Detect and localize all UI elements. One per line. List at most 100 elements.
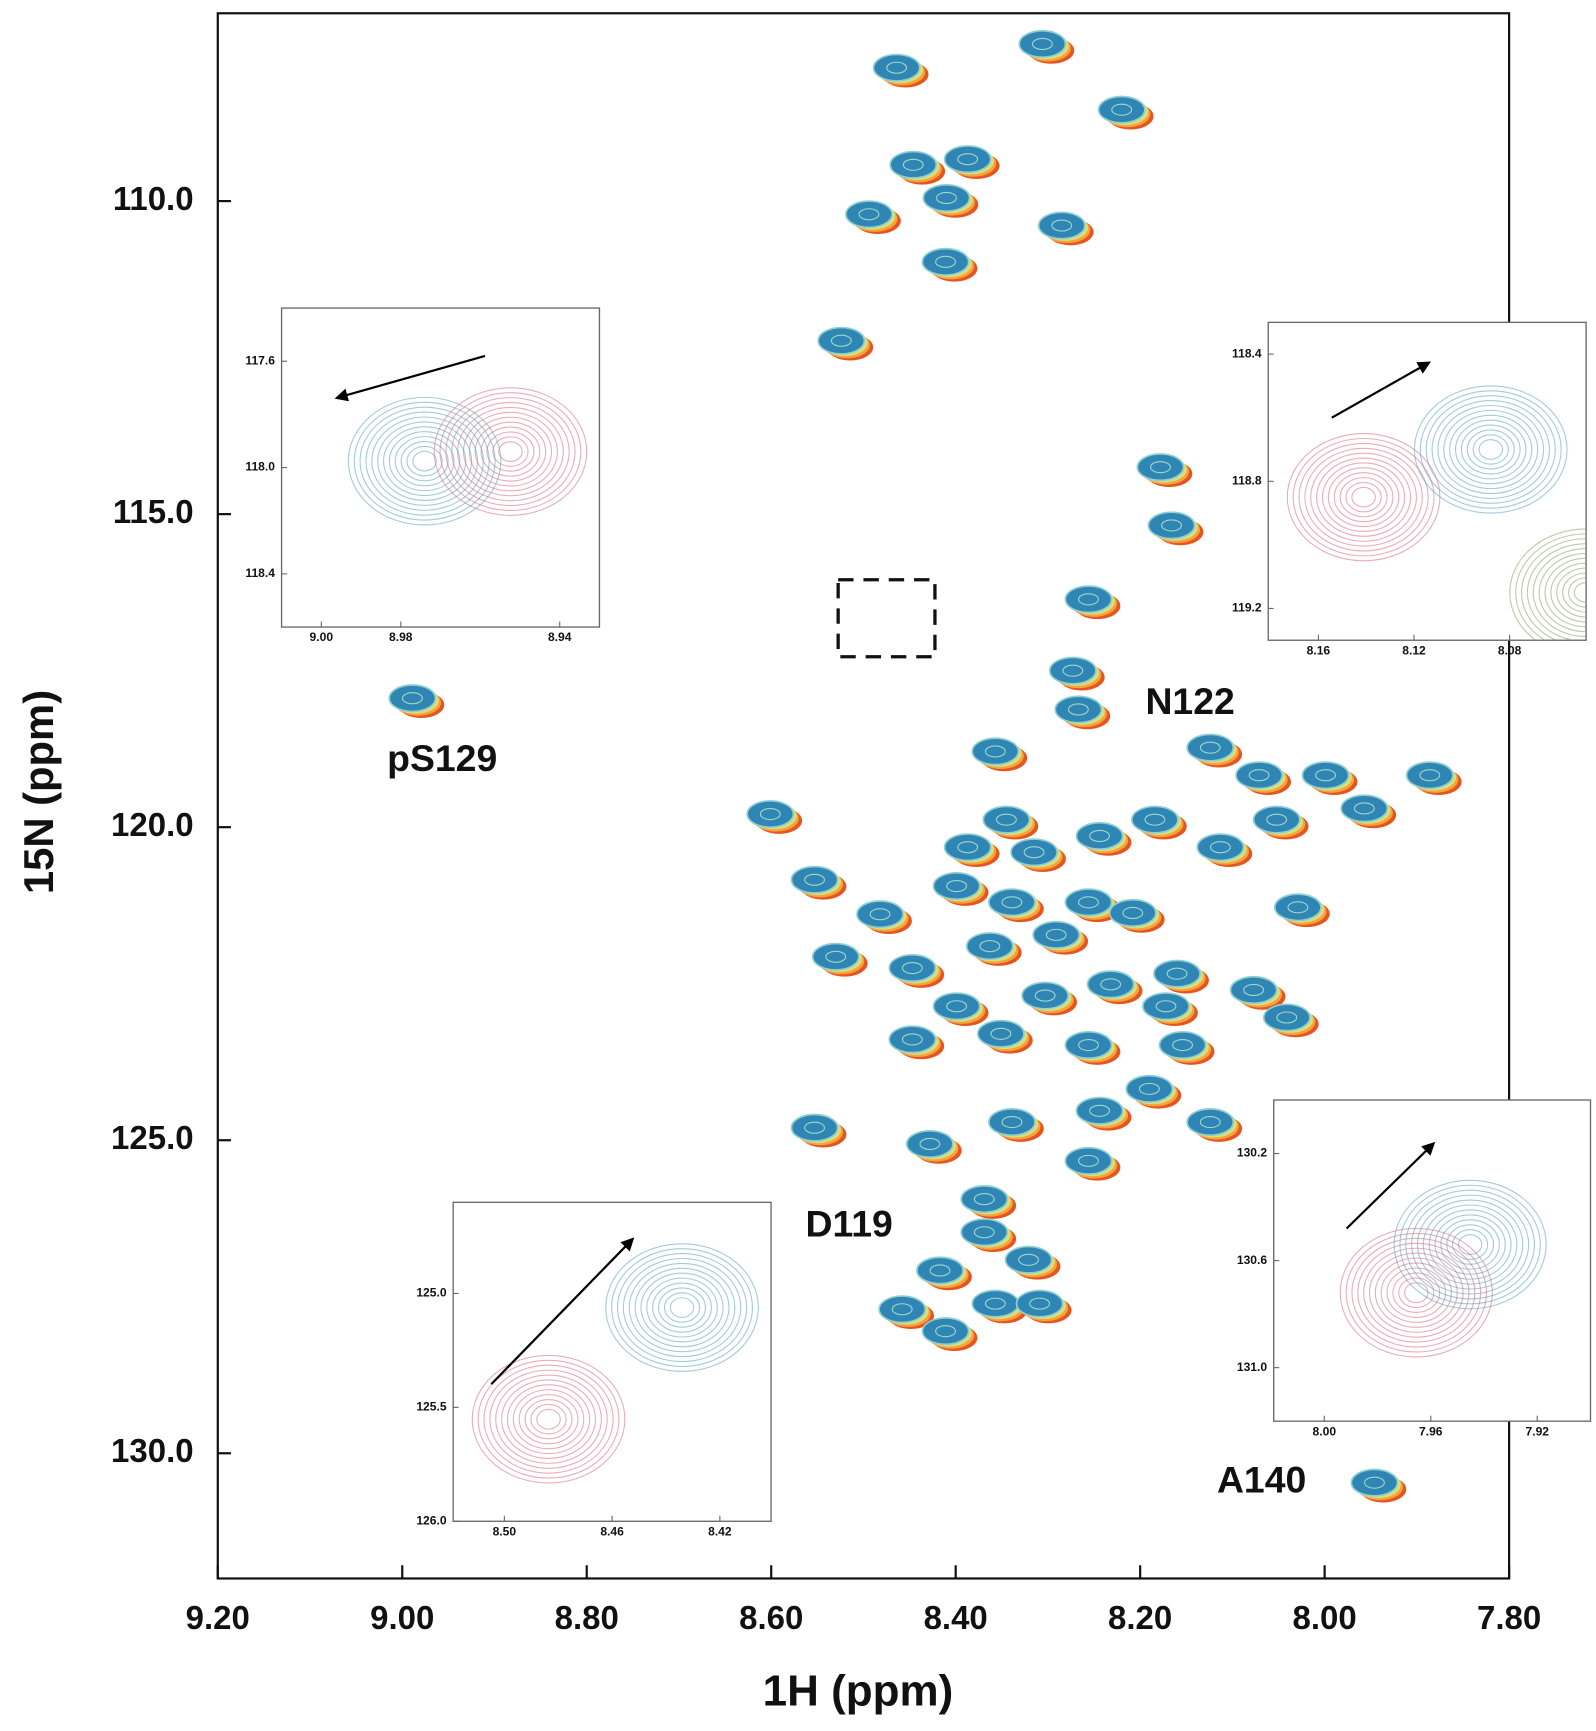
peak-core [1021,981,1070,1010]
x-axis-label: 1H (ppm) [763,1667,954,1716]
contour-line [347,396,502,526]
peak-contour [935,255,956,268]
peak-contour [995,813,1017,826]
peak-contour [984,745,1006,758]
contour-line [646,1277,718,1338]
contour-line [400,440,449,482]
peak-core [1147,511,1196,540]
peak-contour [984,1297,1006,1310]
contour-line [1460,424,1521,475]
peak-contour [1078,1039,1099,1052]
peak-core [817,326,866,355]
peak-contour [957,153,979,166]
peak-contour [979,940,1001,953]
contours [1339,1179,1547,1358]
inset-frame [452,1201,772,1522]
x-tick-label: 8.40 [924,1599,988,1636]
peak-core [1097,95,1146,124]
contour-line [480,426,541,477]
contour-line [445,397,576,507]
contour-line [1431,400,1550,499]
peak-contour [1100,978,1122,991]
peak-contour [1045,928,1067,941]
x-tick-label: 8.80 [555,1599,619,1636]
x-tick-label: 8.00 [1313,1424,1337,1438]
peak-core [1273,893,1322,922]
contour-line [471,1354,626,1484]
contour-line [1472,434,1509,465]
shift-arrow [334,354,486,402]
contour-line [1316,457,1412,537]
contour-line [406,445,443,477]
contour-line [1454,419,1527,480]
peak-core [388,684,437,713]
contour-line [1446,1224,1495,1265]
contour-line [483,1364,614,1474]
peak-core [1064,1031,1113,1060]
peak [790,1113,847,1148]
peak-core [1229,975,1278,1004]
peak [1235,761,1292,796]
peak [1054,695,1111,730]
peak-core [872,53,921,82]
y-tick-label: 118.0 [245,460,275,474]
peak-core [916,1256,964,1285]
contour-line [628,1262,736,1353]
peak [932,872,989,906]
peak-core [1196,833,1245,862]
peak-core [905,1129,954,1158]
contour-line [506,1384,591,1455]
y-tick-label: 120.0 [111,806,194,843]
contour-line [1562,572,1587,613]
peak-contour [973,1193,995,1206]
contour-line [1411,1194,1530,1295]
x-tick-label: 8.20 [1108,1599,1172,1636]
x-tick-label: 8.60 [739,1599,803,1636]
contour-line [1333,472,1394,523]
peak-contour [1155,1000,1177,1013]
peak-contour [936,191,957,205]
peak-contour [1248,769,1270,782]
contour-line [1405,1189,1536,1300]
contour-line [1363,1247,1470,1338]
peak-core [1301,761,1350,790]
peak-contour [804,873,826,886]
peak-core [1015,1289,1064,1318]
peak-core [943,833,992,862]
peak-core [1048,656,1097,685]
peak-contour [1243,983,1265,997]
peak-contour [830,334,852,347]
peak [888,1025,945,1060]
x-tick-label: 8.98 [389,630,413,644]
peak-contour [919,1137,941,1151]
contour-line [1368,1252,1464,1333]
plot-frame [216,12,1511,1580]
peak-core [988,888,1036,917]
peak-core [960,1218,1009,1247]
peak-core [888,954,937,983]
contour-line [1428,1209,1512,1280]
contour-line [1550,562,1587,623]
peak [921,1317,978,1351]
peak-contour [1266,813,1288,826]
contour-line [669,1297,695,1318]
peak-core [1136,453,1185,482]
peak-core [971,1289,1020,1318]
peak [988,1108,1044,1142]
peak-contour [1353,802,1375,815]
peak [1196,833,1253,868]
contour-line [1443,409,1539,490]
peak [888,954,945,988]
peak [1142,992,1198,1027]
contours [1286,385,1587,641]
peak [1186,1108,1243,1142]
peak-contour [935,1325,956,1338]
x-tick-label: 7.92 [1526,1424,1550,1438]
peak [1021,981,1078,1016]
peak-contour [990,1027,1012,1040]
peak-contour [869,908,891,921]
contour-line [359,406,490,516]
contour-line [1422,1204,1518,1285]
peak [960,1185,1017,1219]
peak [1032,920,1089,955]
